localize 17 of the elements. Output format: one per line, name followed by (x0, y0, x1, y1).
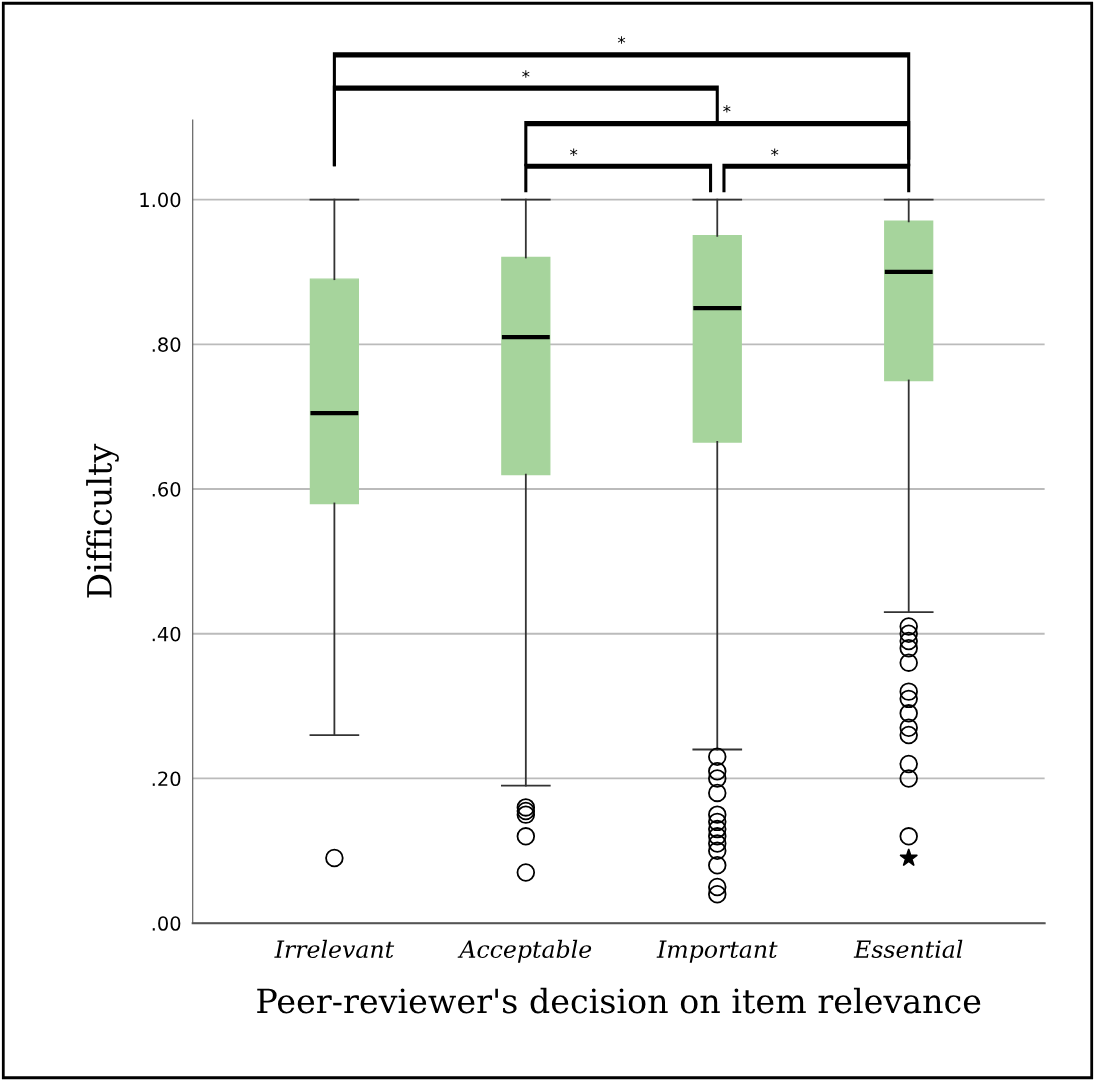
x-tick-label: Essential (853, 939, 963, 959)
y-tick-label: .00 (152, 916, 181, 931)
y-axis-title: Difficulty (86, 443, 119, 598)
annotation: * (570, 148, 578, 156)
y-tick-label: 1.00 (140, 192, 181, 208)
x-axis-title: Peer-reviewer's decision on item relevance (257, 987, 981, 1014)
text: * (723, 104, 731, 113)
x-tick-label: Important (656, 940, 778, 963)
text: * (617, 36, 626, 44)
x-tick-label: Irrelevant (274, 939, 395, 959)
text: * (522, 70, 530, 78)
x-tick-label: Acceptable (457, 939, 592, 963)
y-tick-label: .20 (152, 771, 181, 787)
y-tick-label: .60 (152, 481, 181, 497)
y-tick-label: .40 (152, 626, 181, 642)
y-tick-label: .80 (152, 337, 181, 352)
annotation: * (771, 148, 779, 156)
